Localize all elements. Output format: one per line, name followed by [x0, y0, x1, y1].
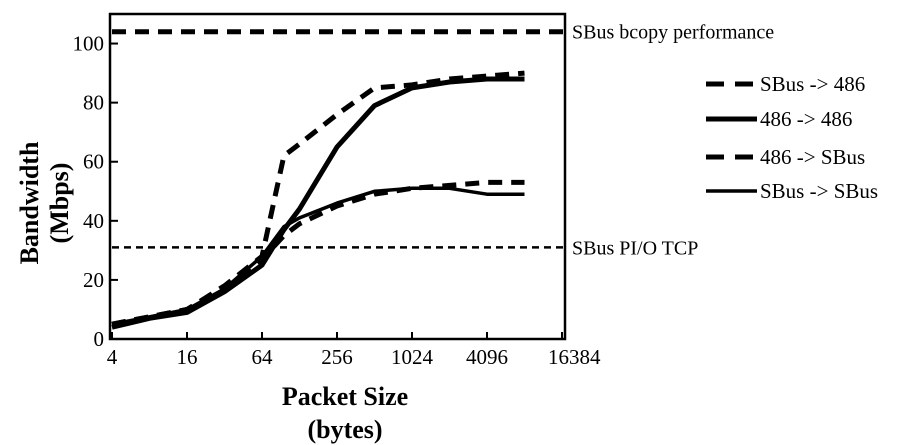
reference-line-label: SBus bcopy performance: [572, 22, 774, 44]
series-line: [111, 186, 525, 326]
plot-frame: [108, 12, 567, 341]
y-tick-label: 80: [83, 91, 104, 115]
series-line: [111, 179, 525, 327]
x-tick-label: 16384: [548, 345, 601, 369]
reference-line-label: SBus PI/O TCP: [572, 237, 698, 259]
x-tick-label: 256: [321, 345, 353, 369]
legend: SBus -> 486 486 -> 486 486 -> SBus SBus -> …: [706, 72, 878, 203]
y-tick-label: 0: [94, 327, 105, 351]
x-tick-label: 1024: [391, 345, 434, 369]
legend-label: 486 -> 486: [760, 107, 852, 131]
x-axis-title-line1: Packet Size: [282, 382, 408, 411]
legend-label: SBus -> SBus: [760, 179, 878, 203]
reference-lines: SBus bcopy performance SBus PI/O TCP: [112, 22, 774, 259]
x-axis-title-line2: (bytes): [307, 415, 382, 444]
series-line: [111, 70, 525, 327]
y-tick-label: 20: [83, 268, 104, 292]
legend-label: 486 -> SBus: [760, 145, 865, 169]
x-tick-label: 4: [107, 345, 118, 369]
series-line: [111, 76, 525, 330]
y-tick-label: 60: [83, 150, 104, 174]
y-axis-title-line1: Bandwidth: [15, 141, 44, 264]
x-tick-label: 64: [252, 345, 274, 369]
y-tick-label: 40: [83, 209, 104, 233]
y-axis-ticks: 0 20 40 60 80 100: [73, 32, 118, 351]
series-lines: [111, 70, 525, 330]
x-tick-label: 16: [177, 345, 198, 369]
y-axis-title-line2: (Mbps): [45, 163, 74, 244]
x-axis-ticks: 4 16 64 256 1024 4096 16384: [107, 332, 601, 369]
x-tick-label: 4096: [466, 345, 508, 369]
y-tick-label: 100: [73, 32, 105, 56]
legend-label: SBus -> 486: [760, 72, 865, 96]
